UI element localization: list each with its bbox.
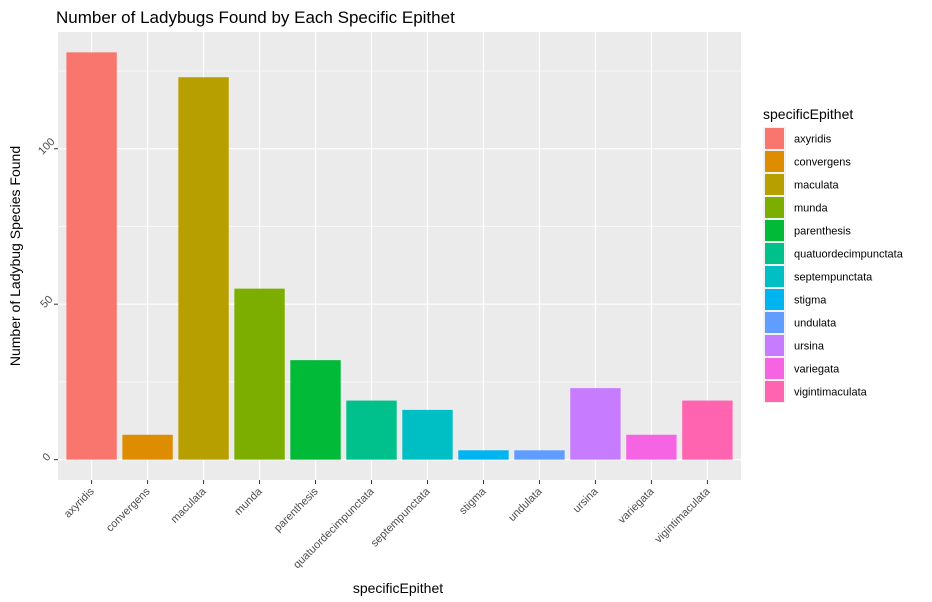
legend-label-quatuordecimpunctata: quatuordecimpunctata bbox=[794, 249, 904, 261]
chart-title: Number of Ladybugs Found by Each Specifi… bbox=[56, 8, 455, 27]
legend-label-septempunctata: septempunctata bbox=[794, 272, 873, 284]
legend-swatch-ursina bbox=[765, 335, 784, 356]
legend-label-variegata: variegata bbox=[794, 364, 840, 376]
legend-swatch-axyridis bbox=[765, 128, 784, 149]
legend-label-stigma: stigma bbox=[794, 295, 827, 307]
x-axis-title: specificEpithet bbox=[353, 580, 443, 596]
legend-swatch-vigintimaculata bbox=[765, 381, 784, 402]
bar-variegata bbox=[626, 434, 677, 460]
y-axis-ticks: 0 50 100 bbox=[36, 136, 58, 464]
bar-maculata bbox=[178, 77, 229, 460]
x-tick-label-vigintimaculata: vigintimaculata bbox=[653, 485, 714, 546]
legend-swatch-parenthesis bbox=[765, 220, 784, 241]
y-axis-title: Number of Ladybug Species Found bbox=[7, 146, 23, 366]
x-tick-label-septempunctata: septempunctata bbox=[369, 485, 433, 549]
bar-stigma bbox=[458, 450, 509, 460]
bar-vigintimaculata bbox=[682, 400, 733, 460]
legend-swatch-variegata bbox=[765, 358, 784, 379]
legend: specificEpithet axyridis convergens macula… bbox=[763, 106, 904, 403]
legend-swatch-convergens bbox=[765, 151, 784, 172]
legend-swatch-munda bbox=[765, 197, 784, 218]
grid-lines bbox=[58, 32, 741, 480]
legend-label-undulata: undulata bbox=[794, 318, 837, 330]
bar-parenthesis bbox=[290, 360, 341, 460]
legend-swatch-undulata bbox=[765, 312, 784, 333]
legend-title: specificEpithet bbox=[763, 106, 853, 122]
legend-label-ursina: ursina bbox=[794, 341, 825, 353]
bar-ursina bbox=[570, 388, 621, 460]
legend-label-maculata: maculata bbox=[794, 180, 840, 192]
bar-convergens bbox=[122, 434, 173, 460]
x-tick-label-variegata: variegata bbox=[616, 485, 657, 526]
legend-swatch-quatuordecimpunctata bbox=[765, 243, 784, 264]
x-tick-label-convergens: convergens bbox=[104, 485, 153, 534]
legend-swatch-stigma bbox=[765, 289, 784, 310]
legend-swatch-maculata bbox=[765, 174, 784, 195]
legend-label-parenthesis: parenthesis bbox=[794, 226, 851, 238]
bars bbox=[66, 52, 733, 460]
y-tick-label: 100 bbox=[36, 136, 57, 157]
legend-label-axyridis: axyridis bbox=[794, 134, 832, 146]
x-axis-ticks: axyridis convergens maculata munda parenthes… bbox=[62, 480, 713, 571]
legend-swatch-septempunctata bbox=[765, 266, 784, 287]
legend-label-vigintimaculata: vigintimaculata bbox=[794, 387, 868, 399]
bar-munda bbox=[234, 288, 285, 460]
legend-label-convergens: convergens bbox=[794, 157, 851, 169]
y-tick-label: 50 bbox=[38, 293, 55, 310]
plot-panel bbox=[58, 32, 741, 480]
bar-undulata bbox=[514, 450, 565, 460]
x-tick-label-parenthesis: parenthesis bbox=[272, 485, 321, 534]
x-tick-label-axyridis: axyridis bbox=[62, 485, 97, 520]
bar-quatuordecimpunctata bbox=[346, 400, 397, 460]
bar-axyridis bbox=[66, 52, 117, 460]
x-tick-label-undulata: undulata bbox=[506, 485, 545, 524]
legend-label-munda: munda bbox=[794, 203, 829, 215]
x-tick-label-maculata: maculata bbox=[169, 485, 210, 526]
x-tick-label-munda: munda bbox=[232, 485, 265, 518]
bar-septempunctata bbox=[402, 409, 453, 460]
legend-items: axyridis convergens maculata munda parenthes… bbox=[763, 127, 904, 403]
y-tick-label: 0 bbox=[40, 451, 53, 464]
x-tick-label-stigma: stigma bbox=[457, 485, 489, 517]
x-tick-label-ursina: ursina bbox=[571, 485, 601, 515]
